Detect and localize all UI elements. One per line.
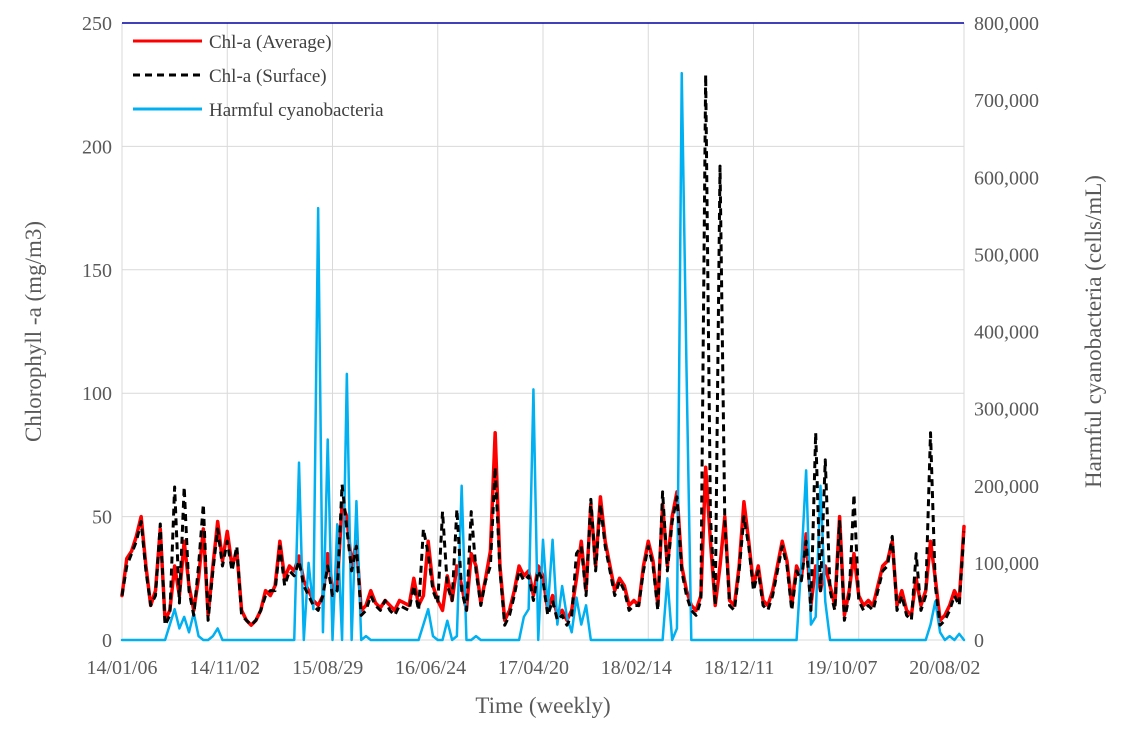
y2-tick-label: 500,000 — [974, 244, 1039, 266]
y2-tick-label: 200,000 — [974, 476, 1039, 498]
x-tick-label: 17/04/20 — [498, 657, 569, 679]
y-tick-label: 200 — [82, 136, 112, 158]
y2-tick-label: 700,000 — [974, 90, 1039, 112]
legend-label: Chl-a (Surface) — [209, 66, 327, 87]
series-line-harmful-cyanobacteria — [120, 71, 966, 642]
legend: Chl-a (Average) Chl-a (Surface) Harmful cy… — [133, 32, 384, 121]
x-tick-label: 18/12/11 — [704, 657, 774, 679]
x-tick-label: 14/11/02 — [190, 657, 260, 679]
y-axis-left: 0 50 100 150 200 250 — [82, 13, 112, 652]
x-axis-title: Time (weekly) — [475, 693, 610, 718]
legend-label: Harmful cyanobacteria — [209, 100, 384, 121]
x-tick-label: 19/10/07 — [806, 657, 877, 679]
y2-tick-label: 0 — [974, 630, 984, 652]
x-tick-label: 16/06/24 — [395, 657, 466, 679]
x-tick-label: 18/02/14 — [601, 657, 672, 679]
y2-tick-label: 300,000 — [974, 399, 1039, 421]
series-line-chl-a-surface — [120, 73, 966, 627]
x-axis: 14/01/06 14/11/02 15/08/29 16/06/24 17/04/20… — [86, 657, 980, 679]
x-tick-label: 15/08/29 — [292, 657, 363, 679]
y-tick-label: 150 — [82, 260, 112, 282]
y-tick-label: 50 — [92, 507, 112, 529]
y2-tick-label: 600,000 — [974, 167, 1039, 189]
series-layer — [120, 71, 966, 642]
y-tick-label: 100 — [82, 383, 112, 405]
y2-tick-label: 100,000 — [974, 553, 1039, 575]
y-axis-right-title: Harmful cyanobacteria (cells/mL) — [1081, 175, 1106, 488]
y2-tick-label: 800,000 — [974, 13, 1039, 35]
y-axis-left-title: Chlorophyll -a (mg/m3) — [21, 221, 46, 442]
legend-label: Chl-a (Average) — [209, 32, 332, 53]
x-tick-label: 14/01/06 — [86, 657, 157, 679]
y-tick-label: 0 — [102, 630, 112, 652]
y2-tick-label: 400,000 — [974, 322, 1039, 344]
y-tick-label: 250 — [82, 13, 112, 35]
x-tick-label: 20/08/02 — [909, 657, 980, 679]
y-axis-right: 0 100,000 200,000 300,000 400,000 500,000 600,… — [974, 13, 1039, 652]
